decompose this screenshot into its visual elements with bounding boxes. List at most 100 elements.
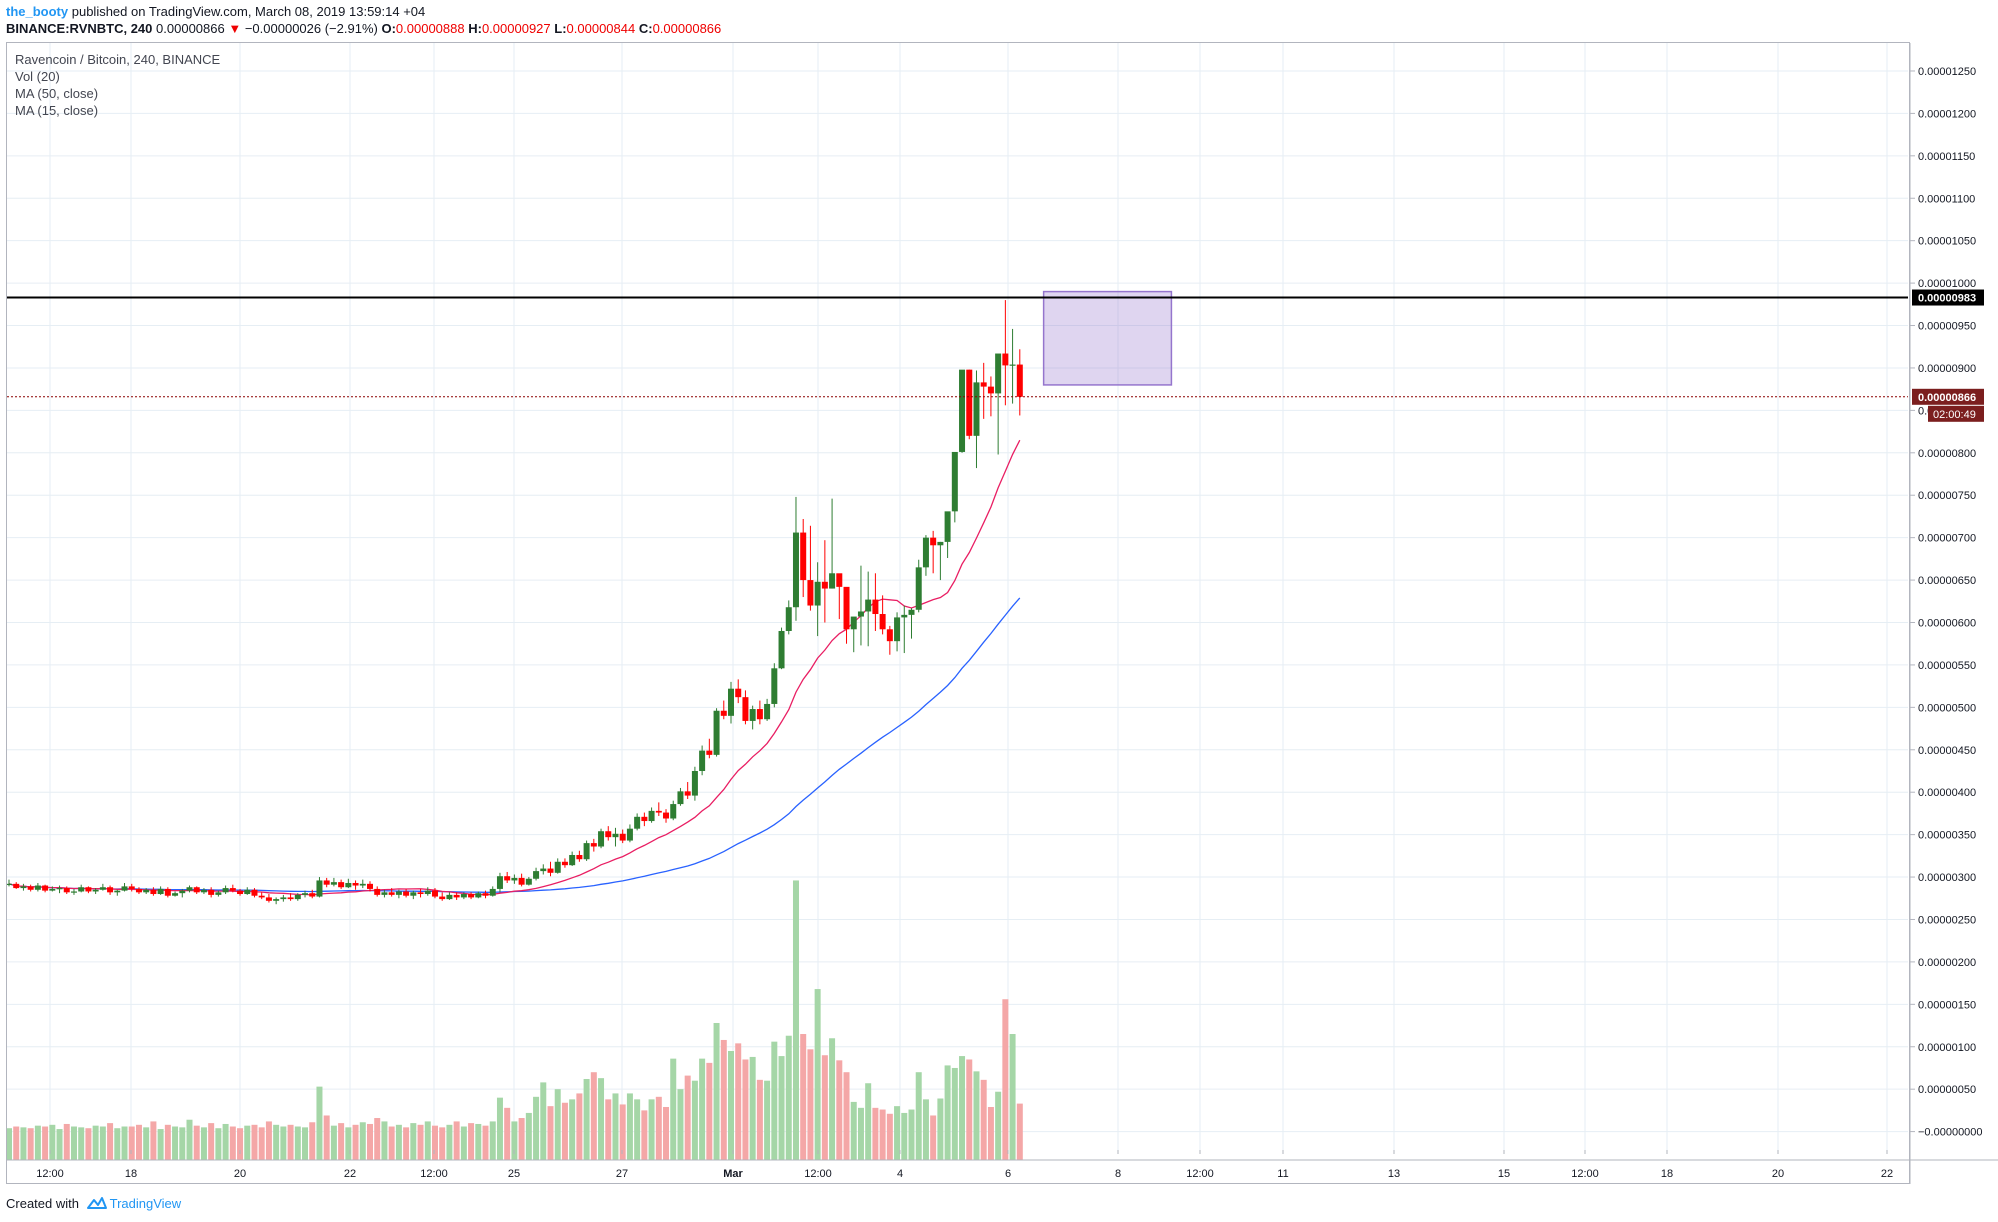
price-axis-label: 0.00000650 bbox=[1918, 575, 1976, 587]
candle-body bbox=[1009, 364, 1016, 366]
volume-bar bbox=[807, 1049, 814, 1160]
volume-bar bbox=[663, 1106, 670, 1160]
volume-bar bbox=[164, 1124, 171, 1160]
volume-bar bbox=[381, 1121, 388, 1160]
volume-bar bbox=[27, 1128, 34, 1160]
price-axis-label: 0.00000200 bbox=[1918, 957, 1976, 969]
volume-bar bbox=[352, 1124, 359, 1160]
volume-bar bbox=[901, 1112, 908, 1160]
candle-body bbox=[42, 885, 49, 891]
volume-bar bbox=[496, 1097, 503, 1160]
price-axis-label: 0.00000700 bbox=[1918, 533, 1976, 545]
candle-body bbox=[439, 896, 446, 900]
chart-frame bbox=[6, 42, 1910, 1184]
volume-bar bbox=[200, 1127, 207, 1160]
volume-bar bbox=[186, 1119, 193, 1160]
candle-body bbox=[561, 861, 568, 866]
legend-volume[interactable]: Vol (20) bbox=[15, 69, 60, 84]
candle-body bbox=[915, 567, 922, 610]
volume-bar bbox=[150, 1121, 157, 1160]
volume-bar bbox=[713, 1022, 720, 1160]
volume-bar bbox=[280, 1126, 287, 1160]
volume-bar bbox=[764, 1080, 771, 1160]
candle-body bbox=[309, 893, 316, 897]
volume-bar bbox=[309, 1122, 316, 1160]
candle-body bbox=[894, 617, 901, 642]
volume-bar bbox=[446, 1124, 453, 1160]
candle-body bbox=[251, 889, 258, 896]
publish-text: published on TradingView.com, March 08, … bbox=[68, 4, 426, 19]
candle-body bbox=[533, 871, 540, 879]
volume-bar bbox=[34, 1125, 41, 1160]
legend-ma15[interactable]: MA (15, close) bbox=[15, 103, 99, 118]
close-value: 0.00000866 bbox=[652, 21, 722, 36]
volume-bar bbox=[691, 1080, 698, 1160]
price-axis-label: 0.00000750 bbox=[1918, 490, 1976, 502]
legend-ma50[interactable]: MA (50, close) bbox=[15, 86, 99, 101]
volume-bar bbox=[785, 1035, 792, 1160]
author-link[interactable]: the_booty bbox=[6, 4, 69, 19]
countdown-label: 02:00:49 bbox=[1933, 409, 1976, 421]
candle-body bbox=[229, 888, 236, 891]
volume-bar bbox=[345, 1127, 352, 1160]
volume-bar bbox=[547, 1106, 554, 1160]
volume-bar bbox=[792, 880, 799, 1160]
volume-bar bbox=[561, 1102, 568, 1160]
volume-bar bbox=[930, 1115, 937, 1160]
candle-body bbox=[13, 883, 20, 889]
volume-bar bbox=[886, 1113, 893, 1160]
candle-body bbox=[468, 894, 475, 898]
volume-bar bbox=[316, 1086, 323, 1160]
volume-bar bbox=[208, 1123, 215, 1160]
volume-bar bbox=[244, 1125, 251, 1160]
candle-body bbox=[395, 891, 402, 895]
volume-bar bbox=[540, 1082, 547, 1160]
volume-bar bbox=[121, 1126, 128, 1160]
candle-body bbox=[431, 890, 438, 897]
candle-body bbox=[778, 630, 785, 669]
candle-body bbox=[128, 886, 135, 889]
volume-bar bbox=[728, 1050, 734, 1160]
candle-body bbox=[200, 889, 207, 893]
time-axis-label: 12:00 bbox=[804, 1168, 832, 1180]
candle-body bbox=[901, 614, 908, 618]
ohlc-line: BINANCE:RVNBTC, 240 0.00000866 ▼ −0.0000… bbox=[6, 21, 721, 36]
candle-body bbox=[518, 877, 525, 885]
price-axis-label: 0.00001250 bbox=[1918, 66, 1976, 78]
time-axis-label: 12:00 bbox=[1571, 1168, 1599, 1180]
candle-body bbox=[482, 893, 489, 896]
volume-bar bbox=[619, 1104, 626, 1160]
price-axis-label: 0.00001000 bbox=[1918, 278, 1976, 290]
time-axis-label: 6 bbox=[1005, 1168, 1011, 1180]
volume-bar bbox=[677, 1089, 684, 1160]
volume-bar bbox=[634, 1099, 641, 1160]
candle-body bbox=[720, 710, 727, 716]
candle-body bbox=[713, 710, 720, 755]
tradingview-brand[interactable]: TradingView bbox=[109, 1196, 182, 1211]
legend-title: Ravencoin / Bitcoin, 240, BINANCE bbox=[15, 52, 221, 67]
candle-body bbox=[345, 882, 352, 888]
volume-bar bbox=[439, 1127, 446, 1160]
candle-body bbox=[843, 586, 850, 630]
volume-bar bbox=[417, 1124, 424, 1160]
candle-body bbox=[576, 854, 583, 860]
publish-line: the_booty published on TradingView.com, … bbox=[6, 4, 425, 19]
tradingview-logo-icon bbox=[86, 1196, 108, 1213]
volume-bar bbox=[655, 1096, 662, 1160]
price-axis-label: 0.00000950 bbox=[1918, 321, 1976, 333]
candle-body bbox=[222, 888, 229, 893]
volume-bar bbox=[504, 1107, 511, 1160]
time-axis-label: 15 bbox=[1498, 1168, 1510, 1180]
volume-bar bbox=[829, 1038, 836, 1160]
price-axis-label: 0.00001100 bbox=[1918, 193, 1975, 205]
candle-body bbox=[583, 843, 590, 860]
candle-body bbox=[922, 537, 929, 568]
candle-body bbox=[302, 893, 309, 895]
candle-body bbox=[930, 537, 937, 546]
candle-body bbox=[244, 889, 251, 895]
candle-body bbox=[367, 883, 373, 889]
volume-bar bbox=[821, 1055, 828, 1160]
volume-bar bbox=[410, 1123, 417, 1160]
candle-body bbox=[987, 386, 994, 394]
